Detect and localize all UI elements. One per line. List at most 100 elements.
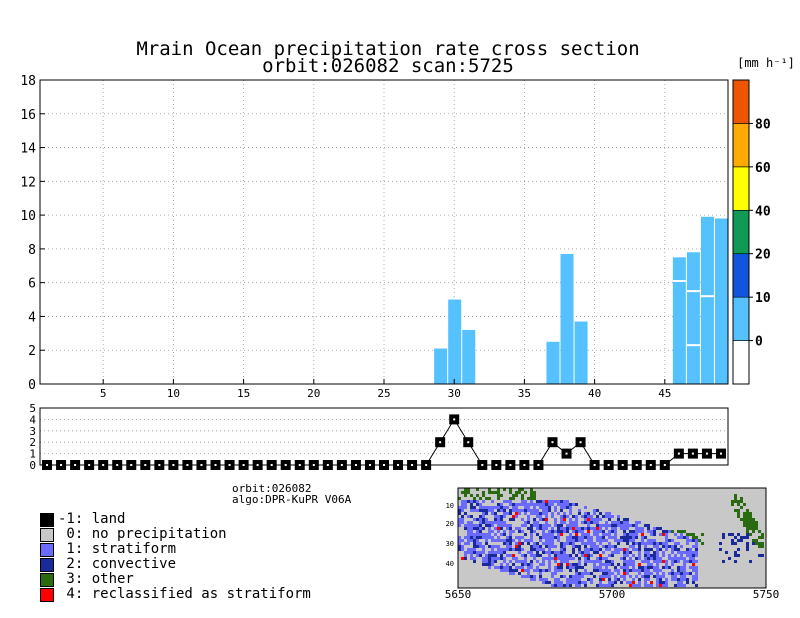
minimap-cell [638, 554, 641, 557]
minimap-cell [491, 536, 494, 539]
minimap-cell [569, 527, 572, 530]
minimap-cell [542, 512, 545, 515]
minimap-cell [674, 572, 677, 575]
minimap-cell [581, 551, 584, 554]
minimap-cell [548, 569, 551, 572]
minimap-cell [689, 554, 692, 557]
minimap-cell [470, 515, 473, 518]
minimap-cell [485, 563, 488, 566]
profile-y-tick-label: 0 [29, 459, 36, 472]
minimap-cell [617, 524, 620, 527]
minimap-cell [503, 530, 506, 533]
minimap-cell [740, 500, 743, 503]
profile-marker-dot [607, 464, 610, 466]
minimap-cell [524, 563, 527, 566]
minimap-cell [590, 554, 593, 557]
minimap-cell [680, 554, 683, 557]
minimap-cell [659, 578, 662, 581]
minimap-cell [692, 581, 695, 584]
minimap-cell [500, 569, 503, 572]
minimap-cell [566, 584, 569, 587]
minimap-cell [755, 521, 758, 524]
minimap-cell [743, 503, 746, 506]
minimap-cell [554, 581, 557, 584]
minimap-cell [536, 569, 539, 572]
minimap-cell [692, 551, 695, 554]
minimap-cell [650, 542, 653, 545]
colorbar-segment [732, 123, 750, 168]
minimap-cell [578, 575, 581, 578]
minimap-cell [599, 584, 602, 587]
minimap-cell [512, 539, 515, 542]
minimap-cell [719, 548, 722, 551]
minimap-cell [761, 542, 764, 545]
minimap-cell [476, 500, 479, 503]
minimap-cell [458, 509, 461, 512]
minimap-cell [488, 488, 491, 491]
minimap-cell [530, 500, 533, 503]
map-xtick: 5700 [599, 588, 626, 601]
y-tick-label: 14 [20, 142, 36, 157]
minimap-cell [653, 560, 656, 563]
minimap-cell [674, 533, 677, 536]
minimap-cell [545, 539, 548, 542]
minimap-cell [614, 578, 617, 581]
minimap-cell [752, 530, 755, 533]
minimap-cell [665, 548, 668, 551]
minimap-cell [665, 536, 668, 539]
minimap-cell [479, 545, 482, 548]
minimap-cell [677, 572, 680, 575]
minimap-cell [740, 506, 743, 509]
minimap-cell [674, 545, 677, 548]
rain-bar [560, 253, 574, 384]
minimap-cell [503, 566, 506, 569]
minimap-cell [644, 578, 647, 581]
minimap-cell [557, 551, 560, 554]
minimap-cell [488, 524, 491, 527]
minimap-cell [533, 494, 536, 497]
x-tick-label: 30 [448, 387, 461, 400]
minimap-cell [467, 548, 470, 551]
minimap-cell [596, 539, 599, 542]
minimap-cell [656, 584, 659, 587]
minimap-cell [575, 521, 578, 524]
minimap-cell [617, 518, 620, 521]
minimap-cell [488, 551, 491, 554]
minimap-cell [650, 539, 653, 542]
minimap-cell [677, 548, 680, 551]
minimap-cell [479, 515, 482, 518]
minimap-cell [572, 530, 575, 533]
minimap-cell [746, 512, 749, 515]
minimap-cell [563, 515, 566, 518]
minimap-cell [755, 542, 758, 545]
minimap-cell [641, 527, 644, 530]
minimap-cell [464, 536, 467, 539]
minimap-cell [470, 521, 473, 524]
minimap-cell [590, 545, 593, 548]
minimap-cell [611, 554, 614, 557]
minimap-cell [761, 533, 764, 536]
minimap-cell [692, 575, 695, 578]
minimap-cell [527, 509, 530, 512]
minimap-cell [503, 569, 506, 572]
minimap-cell [524, 506, 527, 509]
minimap-cell [581, 581, 584, 584]
minimap-cell [617, 569, 620, 572]
minimap-cell [656, 566, 659, 569]
minimap-cell [737, 515, 740, 518]
minimap-cell [536, 509, 539, 512]
minimap-cell [482, 548, 485, 551]
minimap-cell [560, 548, 563, 551]
minimap-cell [623, 572, 626, 575]
minimap-cell [533, 554, 536, 557]
minimap-cell [665, 566, 668, 569]
minimap-cell [467, 491, 470, 494]
minimap-cell [653, 575, 656, 578]
minimap-cell [680, 572, 683, 575]
legend-swatch [40, 572, 54, 587]
minimap-cell [719, 542, 722, 545]
minimap-cell [503, 533, 506, 536]
minimap-cell [482, 509, 485, 512]
minimap-cell [548, 581, 551, 584]
